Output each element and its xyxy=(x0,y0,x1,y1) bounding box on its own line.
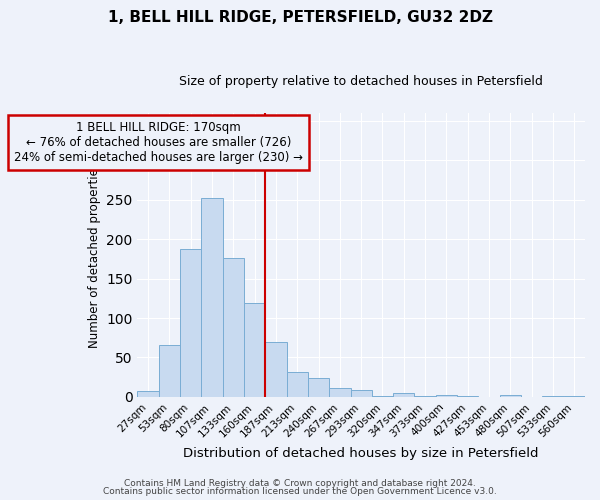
X-axis label: Distribution of detached houses by size in Petersfield: Distribution of detached houses by size … xyxy=(184,447,539,460)
Bar xyxy=(350,390,372,397)
Bar xyxy=(158,345,180,397)
Bar xyxy=(500,396,521,397)
Y-axis label: Number of detached properties: Number of detached properties xyxy=(88,162,101,348)
Bar xyxy=(372,396,393,397)
Text: 1, BELL HILL RIDGE, PETERSFIELD, GU32 2DZ: 1, BELL HILL RIDGE, PETERSFIELD, GU32 2D… xyxy=(107,10,493,25)
Bar xyxy=(457,396,478,397)
Text: Contains HM Land Registry data © Crown copyright and database right 2024.: Contains HM Land Registry data © Crown c… xyxy=(124,478,476,488)
Bar xyxy=(223,258,244,397)
Bar xyxy=(563,396,585,397)
Bar xyxy=(329,388,350,397)
Bar xyxy=(393,393,415,397)
Bar xyxy=(542,396,563,397)
Title: Size of property relative to detached houses in Petersfield: Size of property relative to detached ho… xyxy=(179,75,543,88)
Bar xyxy=(265,342,287,397)
Text: 1 BELL HILL RIDGE: 170sqm
← 76% of detached houses are smaller (726)
24% of semi: 1 BELL HILL RIDGE: 170sqm ← 76% of detac… xyxy=(14,120,303,164)
Bar xyxy=(137,392,158,397)
Text: Contains public sector information licensed under the Open Government Licence v3: Contains public sector information licen… xyxy=(103,487,497,496)
Bar xyxy=(308,378,329,397)
Bar xyxy=(244,303,265,397)
Bar xyxy=(202,198,223,397)
Bar xyxy=(287,372,308,397)
Bar xyxy=(180,248,202,397)
Bar xyxy=(415,396,436,397)
Bar xyxy=(436,394,457,397)
